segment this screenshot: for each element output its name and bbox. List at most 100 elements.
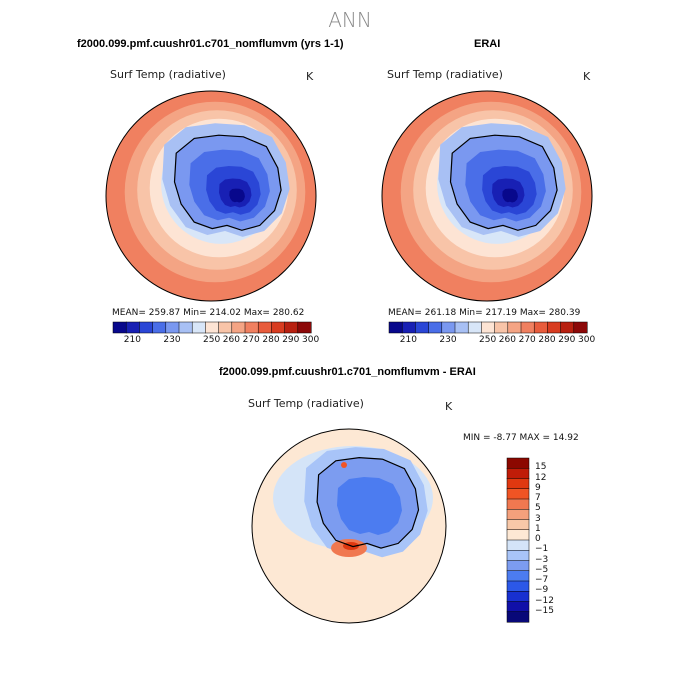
obs-colorbar-tick-label: 250 — [479, 335, 497, 345]
obs-colorbar-tick-label: 210 — [399, 335, 417, 345]
obs-colorbar-swatch — [428, 321, 443, 334]
obs-stats: MEAN= 261.18 Min= 217.19 Max= 280.39 — [388, 308, 581, 318]
obs-units-label: K — [583, 70, 591, 83]
model-colorbar-tick-label: 250 — [203, 335, 221, 345]
diff-colorbar-swatch — [506, 498, 530, 510]
model-colorbar-swatch — [218, 321, 233, 334]
obs-colorbar-swatch — [415, 321, 430, 334]
diff-colorbar-swatch — [506, 468, 530, 480]
diff-colorbar-swatch — [506, 488, 530, 500]
obs-colorbar-swatch — [467, 321, 482, 334]
model-map — [106, 91, 316, 301]
model-colorbar-swatch — [244, 321, 259, 334]
model-variable-label: Surf Temp (radiative) — [110, 68, 226, 81]
model-colorbar-swatch — [191, 321, 206, 334]
antarctica-coastline — [449, 134, 558, 231]
diff-colorbar-swatch — [506, 519, 530, 531]
diff-colorbar-swatch — [506, 580, 530, 592]
model-colorbar-swatch — [165, 321, 180, 334]
diff-units-label: K — [445, 400, 453, 413]
obs-colorbar-tick-label: 300 — [578, 335, 596, 345]
diff-map — [252, 429, 446, 623]
obs-colorbar-swatch — [547, 321, 562, 334]
model-colorbar-tick-label: 210 — [123, 335, 141, 345]
diff-colorbar-swatch — [506, 550, 530, 562]
model-colorbar-tick-label: 260 — [222, 335, 240, 345]
obs-colorbar-swatch — [560, 321, 575, 334]
model-colorbar-swatch — [231, 321, 246, 334]
model-colorbar-tick-label: 290 — [282, 335, 300, 345]
obs-colorbar-swatch — [507, 321, 522, 334]
diff-positive-patch — [341, 462, 347, 468]
model-units-label: K — [306, 70, 314, 83]
obs-colorbar-tick-label: 260 — [498, 335, 516, 345]
figure-supertitle: ANN — [328, 8, 372, 32]
model-colorbar-swatch — [257, 321, 272, 334]
model-colorbar-swatch — [271, 321, 286, 334]
diff-colorbar-tick-label: 1 — [535, 523, 541, 534]
model-colorbar-tick-label: 270 — [242, 335, 260, 345]
model-colorbar-swatch — [297, 321, 312, 334]
diff-colorbar-tick-label: 9 — [535, 482, 541, 493]
model-colorbar-swatch — [178, 321, 193, 334]
obs-colorbar-tick-label: 230 — [439, 335, 457, 345]
obs-panel-title: ERAI — [474, 38, 501, 50]
model-colorbar-swatch — [112, 321, 127, 334]
obs-colorbar-swatch — [388, 321, 403, 334]
antarctica-coastline — [316, 456, 420, 549]
diff-colorbar-swatch — [506, 539, 530, 551]
obs-colorbar-tick-label: 290 — [558, 335, 576, 345]
diff-colorbar-tick-label: −12 — [535, 595, 554, 606]
diff-colorbar-tick-label: 7 — [535, 493, 541, 503]
model-colorbar-swatch — [152, 321, 167, 334]
model-colorbar-swatch — [205, 321, 220, 334]
diff-colorbar-swatch — [506, 601, 530, 613]
obs-colorbar-tick-label: 270 — [518, 335, 536, 345]
obs-map — [382, 91, 592, 301]
map-outline — [105, 90, 317, 302]
model-colorbar-swatch — [139, 321, 154, 334]
model-panel-title: f2000.099.pmf.cuushr01.c701_nomflumvm (y… — [77, 38, 344, 50]
diff-panel-title: f2000.099.pmf.cuushr01.c701_nomflumvm - … — [219, 366, 476, 378]
diff-colorbar-tick-label: 0 — [535, 534, 541, 544]
diff-colorbar-swatch — [506, 478, 530, 490]
obs-colorbar-tick-label: 280 — [538, 335, 556, 345]
model-colorbar-tick-label: 230 — [163, 335, 181, 345]
diff-colorbar-swatch — [506, 591, 530, 603]
diff-colorbar-tick-label: −3 — [535, 554, 549, 565]
diff-colorbar-tick-label: 12 — [535, 472, 547, 483]
obs-colorbar-swatch — [481, 321, 496, 334]
obs-colorbar-swatch — [454, 321, 469, 334]
diff-colorbar-tick-label: −15 — [535, 605, 554, 616]
diff-colorbar-swatch — [506, 529, 530, 541]
map-outline — [381, 90, 593, 302]
obs-colorbar-swatch — [401, 321, 416, 334]
diff-colorbar-tick-label: 3 — [535, 513, 541, 524]
diff-colorbar-swatch — [506, 570, 530, 582]
diff-colorbar-swatch — [506, 611, 530, 623]
diff-colorbar-tick-label: −9 — [535, 585, 549, 596]
map-outline — [251, 428, 447, 624]
diff-colorbar-swatch — [506, 457, 530, 469]
model-colorbar-tick-label: 300 — [302, 335, 320, 345]
antarctica-contour — [502, 188, 518, 203]
obs-colorbar-swatch — [520, 321, 535, 334]
antarctica-coastline — [173, 134, 282, 231]
diff-colorbar-tick-label: 15 — [535, 462, 547, 473]
diff-colorbar-tick-label: −1 — [535, 544, 549, 555]
obs-colorbar-swatch — [533, 321, 548, 334]
diff-colorbar-tick-label: 5 — [535, 503, 541, 514]
model-colorbar-swatch — [284, 321, 299, 334]
obs-colorbar-swatch — [441, 321, 456, 334]
diff-minmax: MIN = -8.77 MAX = 14.92 — [463, 433, 579, 443]
diff-colorbar-swatch — [506, 560, 530, 572]
diff-negative-zone — [337, 477, 402, 535]
diff-colorbar-tick-label: −5 — [535, 564, 549, 575]
obs-colorbar-swatch — [573, 321, 588, 334]
diff-variable-label: Surf Temp (radiative) — [248, 397, 364, 410]
obs-variable-label: Surf Temp (radiative) — [387, 68, 503, 81]
model-stats: MEAN= 259.87 Min= 214.02 Max= 280.62 — [112, 308, 305, 318]
obs-colorbar-swatch — [494, 321, 509, 334]
